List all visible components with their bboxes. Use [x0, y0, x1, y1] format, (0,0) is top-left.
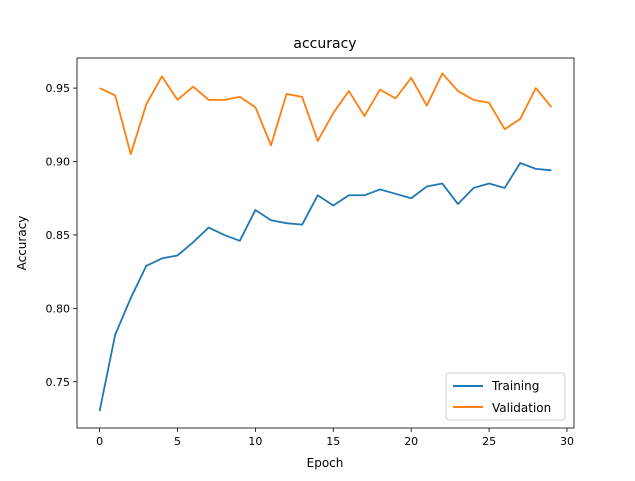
x-tick-label: 5	[174, 435, 181, 448]
series-line-training	[98, 162, 552, 412]
x-tick-label: 0	[96, 435, 103, 448]
x-tick-label: 25	[482, 435, 496, 448]
y-tick-label: 0.85	[46, 229, 71, 242]
legend-box	[445, 372, 566, 421]
series-line-validation	[99, 72, 553, 156]
x-tick-label: 20	[404, 435, 418, 448]
legend: Training Validation	[445, 372, 566, 421]
x-tick-label: 10	[248, 435, 262, 448]
x-axis: 0 5 10 15 20 25 30	[96, 428, 574, 448]
plot-area-frame	[76, 57, 575, 429]
y-tick-label: 0.90	[46, 156, 71, 169]
x-axis-label: Epoch	[307, 456, 344, 470]
chart-title: accuracy	[293, 36, 356, 52]
y-tick-label: 0.95	[46, 82, 71, 95]
y-tick-label: 0.80	[46, 302, 71, 315]
legend-label-validation: Validation	[492, 401, 551, 415]
x-tick-label: 30	[560, 435, 574, 448]
x-tick-label: 15	[326, 435, 340, 448]
y-axis-label: Accuracy	[15, 216, 29, 271]
y-tick-label: 0.75	[46, 376, 71, 389]
y-axis: 0.75 0.80 0.85 0.90 0.95	[46, 82, 77, 389]
legend-label-training: Training	[491, 379, 539, 393]
series-layer	[98, 72, 553, 412]
